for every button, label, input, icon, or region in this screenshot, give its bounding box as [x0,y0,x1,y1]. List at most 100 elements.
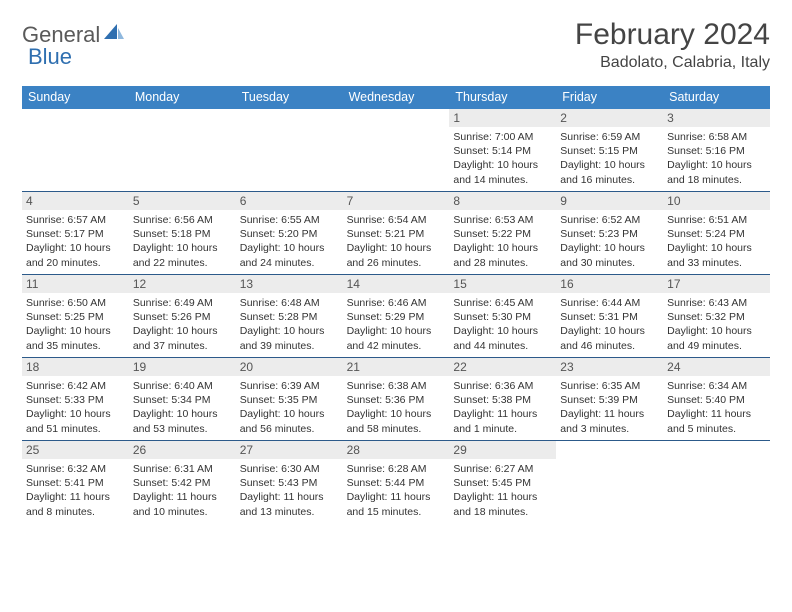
daylight-text: Daylight: 10 hours and 39 minutes. [240,324,339,352]
month-title: February 2024 [575,18,770,52]
sunset-text: Sunset: 5:24 PM [667,227,766,241]
sunrise-text: Sunrise: 6:52 AM [560,213,659,227]
sunrise-text: Sunrise: 6:38 AM [347,379,446,393]
sunset-text: Sunset: 5:14 PM [453,144,552,158]
day-details: Sunrise: 6:53 AMSunset: 5:22 PMDaylight:… [449,210,556,272]
sunrise-text: Sunrise: 6:46 AM [347,296,446,310]
sunrise-text: Sunrise: 6:53 AM [453,213,552,227]
day-cell [663,441,770,523]
day-number: 7 [343,192,450,210]
daylight-text: Daylight: 10 hours and 28 minutes. [453,241,552,269]
daylight-text: Daylight: 11 hours and 8 minutes. [26,490,125,518]
sunrise-text: Sunrise: 6:59 AM [560,130,659,144]
day-number [236,109,343,113]
logo-text-2: Blue [28,44,72,69]
day-cell: 29Sunrise: 6:27 AMSunset: 5:45 PMDayligh… [449,441,556,523]
day-number: 23 [556,358,663,376]
daylight-text: Daylight: 10 hours and 22 minutes. [133,241,232,269]
day-number: 17 [663,275,770,293]
day-cell: 24Sunrise: 6:34 AMSunset: 5:40 PMDayligh… [663,358,770,440]
day-cell: 22Sunrise: 6:36 AMSunset: 5:38 PMDayligh… [449,358,556,440]
day-cell: 4Sunrise: 6:57 AMSunset: 5:17 PMDaylight… [22,192,129,274]
day-cell: 19Sunrise: 6:40 AMSunset: 5:34 PMDayligh… [129,358,236,440]
sunrise-text: Sunrise: 6:31 AM [133,462,232,476]
sunrise-text: Sunrise: 6:30 AM [240,462,339,476]
sunset-text: Sunset: 5:33 PM [26,393,125,407]
sunrise-text: Sunrise: 6:55 AM [240,213,339,227]
sunrise-text: Sunrise: 6:51 AM [667,213,766,227]
day-number: 4 [22,192,129,210]
sunrise-text: Sunrise: 6:49 AM [133,296,232,310]
sunset-text: Sunset: 5:17 PM [26,227,125,241]
sunset-text: Sunset: 5:34 PM [133,393,232,407]
day-number [343,109,450,113]
day-number: 8 [449,192,556,210]
sunrise-text: Sunrise: 6:45 AM [453,296,552,310]
day-details: Sunrise: 6:34 AMSunset: 5:40 PMDaylight:… [663,376,770,438]
day-cell: 10Sunrise: 6:51 AMSunset: 5:24 PMDayligh… [663,192,770,274]
day-details: Sunrise: 6:52 AMSunset: 5:23 PMDaylight:… [556,210,663,272]
day-number: 28 [343,441,450,459]
day-cell: 23Sunrise: 6:35 AMSunset: 5:39 PMDayligh… [556,358,663,440]
day-details: Sunrise: 6:48 AMSunset: 5:28 PMDaylight:… [236,293,343,355]
day-header: Sunday [22,86,129,109]
sunset-text: Sunset: 5:40 PM [667,393,766,407]
day-number: 11 [22,275,129,293]
sunrise-text: Sunrise: 6:32 AM [26,462,125,476]
sunrise-text: Sunrise: 7:00 AM [453,130,552,144]
day-number: 22 [449,358,556,376]
daylight-text: Daylight: 10 hours and 53 minutes. [133,407,232,435]
day-cell: 20Sunrise: 6:39 AMSunset: 5:35 PMDayligh… [236,358,343,440]
day-number: 14 [343,275,450,293]
day-details: Sunrise: 6:44 AMSunset: 5:31 PMDaylight:… [556,293,663,355]
day-cell: 25Sunrise: 6:32 AMSunset: 5:41 PMDayligh… [22,441,129,523]
day-details: Sunrise: 6:36 AMSunset: 5:38 PMDaylight:… [449,376,556,438]
day-header-row: Sunday Monday Tuesday Wednesday Thursday… [22,86,770,109]
day-details: Sunrise: 6:51 AMSunset: 5:24 PMDaylight:… [663,210,770,272]
day-header: Saturday [663,86,770,109]
title-block: February 2024 Badolato, Calabria, Italy [575,18,770,72]
sunrise-text: Sunrise: 6:35 AM [560,379,659,393]
daylight-text: Daylight: 11 hours and 1 minute. [453,407,552,435]
logo-text-2-wrap: Blue [28,44,72,70]
day-cell [556,441,663,523]
sunset-text: Sunset: 5:20 PM [240,227,339,241]
day-details: Sunrise: 6:42 AMSunset: 5:33 PMDaylight:… [22,376,129,438]
sunset-text: Sunset: 5:36 PM [347,393,446,407]
day-cell: 7Sunrise: 6:54 AMSunset: 5:21 PMDaylight… [343,192,450,274]
day-cell: 28Sunrise: 6:28 AMSunset: 5:44 PMDayligh… [343,441,450,523]
sunrise-text: Sunrise: 6:50 AM [26,296,125,310]
day-details: Sunrise: 6:32 AMSunset: 5:41 PMDaylight:… [22,459,129,521]
day-details: Sunrise: 6:43 AMSunset: 5:32 PMDaylight:… [663,293,770,355]
day-cell: 21Sunrise: 6:38 AMSunset: 5:36 PMDayligh… [343,358,450,440]
day-cell: 14Sunrise: 6:46 AMSunset: 5:29 PMDayligh… [343,275,450,357]
sunrise-text: Sunrise: 6:36 AM [453,379,552,393]
header: General February 2024 Badolato, Calabria… [22,18,770,72]
daylight-text: Daylight: 10 hours and 33 minutes. [667,241,766,269]
day-cell: 16Sunrise: 6:44 AMSunset: 5:31 PMDayligh… [556,275,663,357]
day-number: 27 [236,441,343,459]
location: Badolato, Calabria, Italy [575,54,770,72]
day-details: Sunrise: 6:57 AMSunset: 5:17 PMDaylight:… [22,210,129,272]
daylight-text: Daylight: 10 hours and 58 minutes. [347,407,446,435]
daylight-text: Daylight: 10 hours and 20 minutes. [26,241,125,269]
day-details: Sunrise: 6:49 AMSunset: 5:26 PMDaylight:… [129,293,236,355]
day-details: Sunrise: 6:55 AMSunset: 5:20 PMDaylight:… [236,210,343,272]
day-details: Sunrise: 6:40 AMSunset: 5:34 PMDaylight:… [129,376,236,438]
day-header: Monday [129,86,236,109]
sunset-text: Sunset: 5:30 PM [453,310,552,324]
day-details: Sunrise: 6:27 AMSunset: 5:45 PMDaylight:… [449,459,556,521]
sunset-text: Sunset: 5:21 PM [347,227,446,241]
sunset-text: Sunset: 5:43 PM [240,476,339,490]
day-cell [22,109,129,191]
day-cell: 5Sunrise: 6:56 AMSunset: 5:18 PMDaylight… [129,192,236,274]
day-cell: 6Sunrise: 6:55 AMSunset: 5:20 PMDaylight… [236,192,343,274]
sunrise-text: Sunrise: 6:39 AM [240,379,339,393]
day-cell: 26Sunrise: 6:31 AMSunset: 5:42 PMDayligh… [129,441,236,523]
day-number [129,109,236,113]
daylight-text: Daylight: 10 hours and 35 minutes. [26,324,125,352]
day-number: 1 [449,109,556,127]
sunset-text: Sunset: 5:25 PM [26,310,125,324]
day-number [663,441,770,445]
sunrise-text: Sunrise: 6:56 AM [133,213,232,227]
